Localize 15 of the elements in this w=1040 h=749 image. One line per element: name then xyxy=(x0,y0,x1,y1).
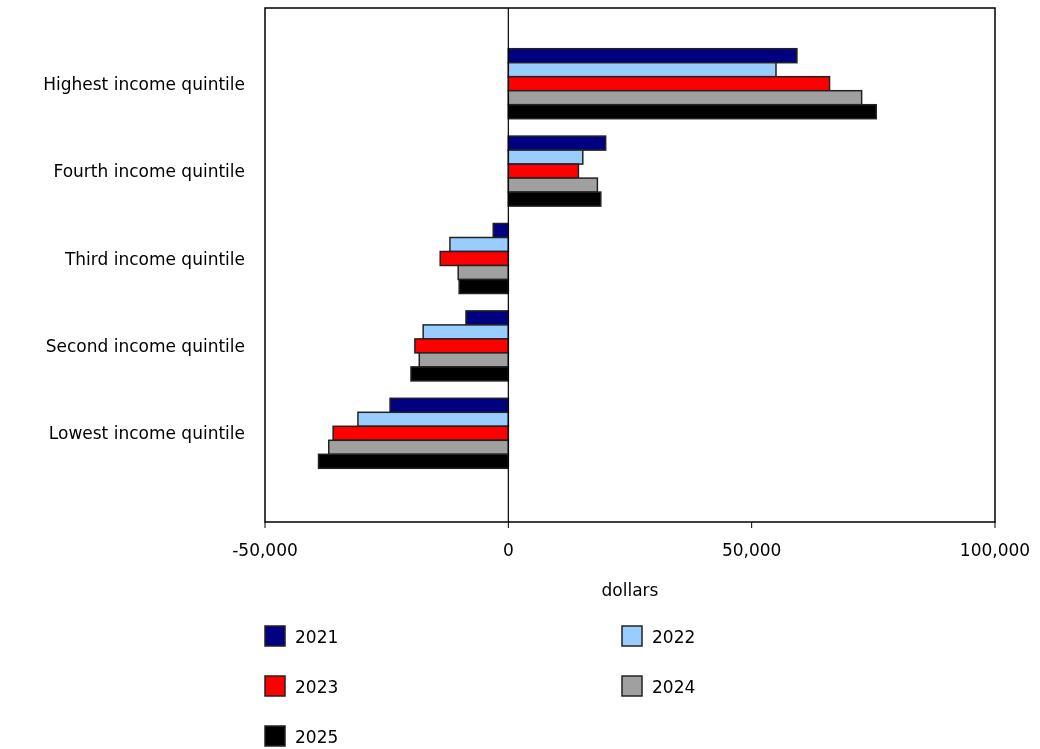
legend-label: 2024 xyxy=(652,677,696,697)
x-axis-title: dollars xyxy=(601,580,659,600)
y-tick-label: Second income quintile xyxy=(45,335,245,356)
y-tick-label: Lowest income quintile xyxy=(48,423,245,444)
legend-label: 2022 xyxy=(652,627,696,647)
legend-label: 2021 xyxy=(295,627,339,647)
x-tick-label: 0 xyxy=(502,540,514,560)
y-tick-label: Highest income quintile xyxy=(43,73,245,94)
legend-label: 2023 xyxy=(295,677,339,697)
legend-label: 2025 xyxy=(295,727,339,747)
y-tick-label: Third income quintile xyxy=(63,248,245,269)
y-tick-label: Fourth income quintile xyxy=(53,161,245,182)
x-tick-label: -50,000 xyxy=(232,540,298,560)
x-tick-label: 100,000 xyxy=(959,540,1031,560)
x-tick-label: 50,000 xyxy=(721,540,782,560)
